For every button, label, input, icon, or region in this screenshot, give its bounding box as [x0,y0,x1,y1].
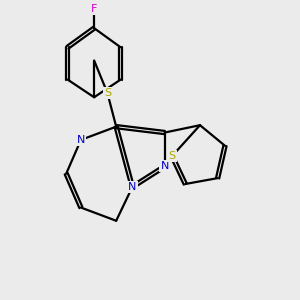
Text: F: F [91,4,97,14]
Text: S: S [169,151,176,161]
Text: S: S [104,88,111,98]
Text: N: N [77,135,85,145]
Text: N: N [128,182,136,192]
Text: N: N [160,161,169,171]
Text: F: F [91,4,97,14]
